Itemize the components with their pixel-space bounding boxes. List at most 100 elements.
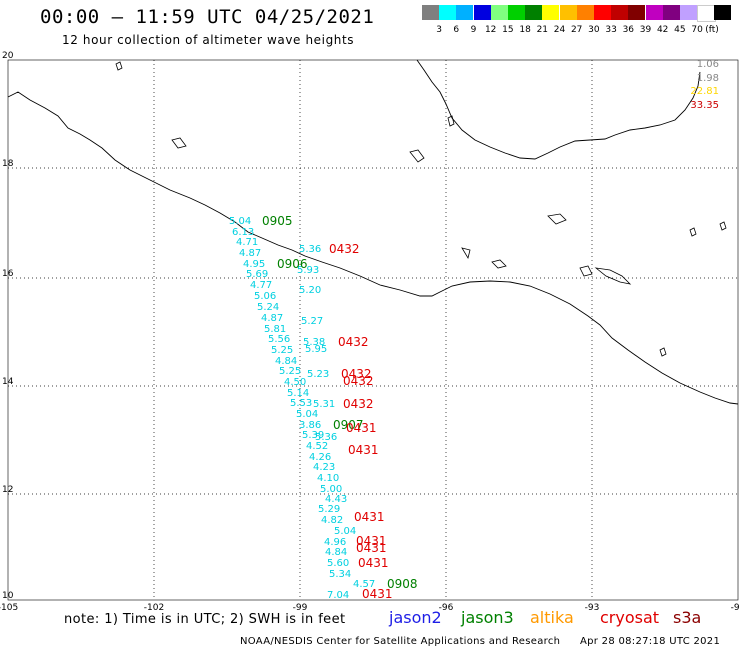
lat-tick-label: 16	[2, 269, 14, 279]
map-subtitle: 12 hour collection of altimeter wave hei…	[62, 33, 355, 47]
legend-swatch	[422, 5, 439, 20]
wave-height-value: 5.60	[327, 558, 349, 569]
legend-swatch	[439, 5, 457, 20]
wave-height-value: 5.24	[257, 302, 279, 313]
legend-label: 33	[605, 25, 617, 35]
wave-height-value: 5.53	[290, 398, 312, 409]
wave-height-value: 5.27	[301, 316, 323, 327]
satellite-legend-item: jason3	[461, 608, 514, 627]
lat-tick-label: 18	[2, 159, 14, 169]
wave-height-value: 4.43	[325, 494, 347, 505]
pass-time-label: 0431	[362, 587, 393, 601]
legend-swatch	[714, 5, 732, 20]
legend-label: 27	[570, 25, 583, 35]
wave-height-value: 5.04	[229, 216, 251, 227]
island	[719, 221, 727, 231]
legend-label: 24	[553, 25, 566, 35]
legend-label: 30	[588, 25, 600, 35]
wave-height-value: 4.50	[284, 377, 306, 388]
lat-tick-label: 12	[2, 485, 13, 495]
legend-swatch	[680, 5, 697, 20]
wave-height-points: 5.046.134.714.874.955.694.775.065.244.87…	[229, 216, 375, 601]
legend-label: 18	[519, 25, 531, 35]
lon-tick-label: -90	[731, 603, 740, 613]
pass-time-label: 0907	[333, 418, 364, 432]
pass-time-label: 0431	[356, 534, 387, 548]
legend-swatch	[576, 5, 594, 20]
plot-frame	[7, 59, 739, 601]
legend-swatch	[645, 5, 663, 20]
wave-height-value: 5.39	[302, 430, 324, 441]
pass-time-label: 0906	[277, 257, 308, 271]
creation-date: Apr 28 08:27:18 UTC 2021	[580, 636, 721, 647]
legend-label: 36	[622, 25, 635, 35]
wave-height-value: 4.87	[261, 313, 283, 324]
wave-height-value: 5.36	[315, 432, 337, 443]
wave-height-value: 4.96	[324, 537, 346, 548]
wave-height-value: 5.06	[254, 291, 276, 302]
max-value-label: 22.81	[690, 86, 719, 97]
wave-height-value: 5.95	[305, 344, 327, 355]
pass-time-label: 0905	[262, 214, 293, 228]
pass-time-label: 0431	[356, 541, 387, 555]
legend-label: 45	[674, 25, 686, 35]
island	[594, 267, 632, 285]
wave-height-value: 5.04	[334, 526, 356, 537]
legend-swatch	[559, 5, 577, 20]
legend-label: 9	[470, 25, 477, 35]
legend-label: 21	[536, 25, 549, 35]
lon-tick-label: -105	[0, 603, 18, 613]
wave-height-value: 5.56	[268, 334, 290, 345]
island	[409, 149, 425, 163]
island	[579, 265, 593, 277]
wave-height-value: 5.25	[279, 366, 301, 377]
legend-swatch	[525, 5, 543, 20]
legend-swatch	[628, 5, 646, 20]
wave-height-value: 5.20	[299, 285, 321, 296]
wave-height-value: 5.25	[271, 345, 293, 356]
legend-swatch	[473, 5, 491, 20]
wave-height-value: 4.52	[306, 441, 328, 452]
wave-height-value: 4.95	[243, 259, 265, 270]
wave-height-value: 5.04	[296, 409, 318, 420]
coastline-gulf	[416, 59, 701, 160]
wave-height-value: 4.23	[313, 462, 335, 473]
island	[689, 227, 697, 237]
legend-label: 12	[484, 25, 497, 35]
wave-height-value: 5.14	[287, 388, 309, 399]
wave-height-value: 3.86	[299, 420, 321, 431]
wave-height-value: 6.13	[232, 227, 254, 238]
legend-swatch	[508, 5, 525, 20]
wave-height-value: 5.69	[246, 269, 268, 280]
satellite-legend-item: cryosat	[600, 608, 660, 627]
pass-time-label: 0432	[343, 397, 374, 411]
island	[491, 259, 507, 269]
wave-height-value: 5.34	[329, 569, 351, 580]
pass-time-label: 0432	[338, 335, 369, 349]
legend-label: 15	[502, 25, 514, 35]
wave-height-value: 5.23	[307, 369, 329, 380]
pass-time-label: 0431	[358, 556, 389, 570]
lat-lon-grid	[8, 60, 738, 600]
wave-height-value: 4.82	[321, 515, 343, 526]
max-value-label: 1.98	[696, 72, 719, 84]
legend-swatch	[594, 5, 611, 20]
lon-tick-label: -96	[439, 603, 454, 613]
wave-height-value: 7.04	[327, 590, 349, 601]
pass-time-label: 0431	[346, 421, 377, 435]
legend-label: 39	[639, 25, 652, 35]
wave-height-value: 4.10	[317, 473, 339, 484]
island	[171, 137, 187, 149]
legend-swatch	[490, 5, 508, 20]
map-title: 00:00 – 11:59 UTC 04/25/2021	[40, 6, 375, 28]
pass-time-label: 0432	[329, 242, 360, 256]
wave-height-value: 5.00	[320, 484, 342, 495]
lon-tick-label: -99	[293, 603, 308, 613]
wave-height-value: 5.81	[264, 324, 286, 335]
legend-swatch	[662, 5, 680, 20]
wave-height-value: 4.84	[325, 547, 347, 558]
legend-swatch	[542, 5, 560, 20]
satellite-legend-item: s3a	[673, 608, 702, 627]
wave-height-value: 4.84	[275, 356, 297, 367]
wave-height-value: 5.29	[318, 504, 340, 515]
